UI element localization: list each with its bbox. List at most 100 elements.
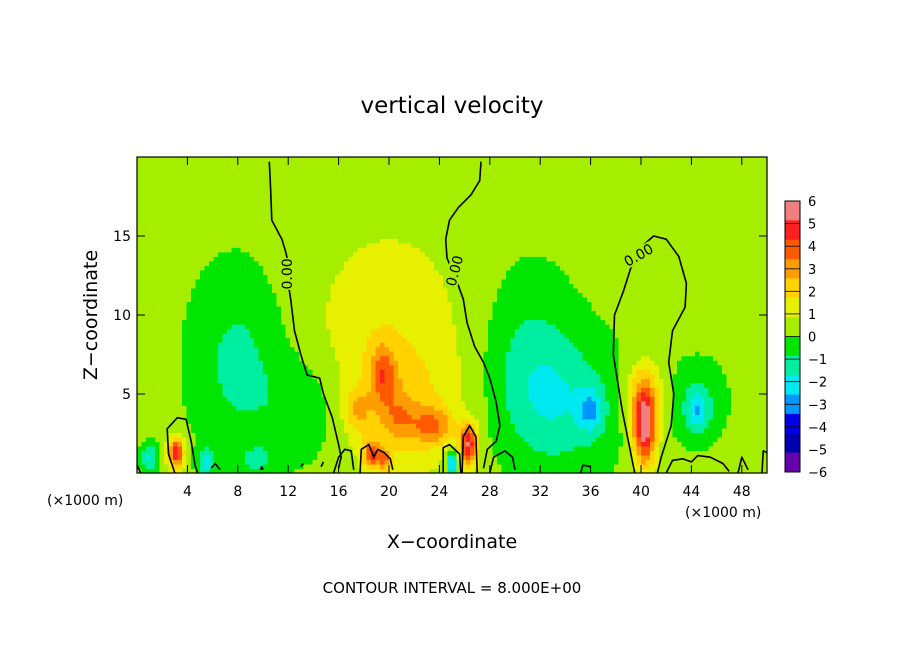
heatmap-cell [317,337,323,343]
heatmap-cell [168,400,174,406]
heatmap-cell [182,396,188,402]
heatmap-cell [366,382,372,388]
heatmap-cell [249,450,255,456]
heatmap-cell [137,351,143,357]
heatmap-cell [155,445,161,452]
heatmap-cell [294,296,300,303]
heatmap-cell [182,450,188,456]
heatmap-cell [173,459,179,465]
heatmap-cell [227,360,233,366]
heatmap-cell [164,405,170,411]
heatmap-cell [447,157,453,163]
heatmap-cell [375,387,381,393]
heatmap-cell [200,157,206,163]
heatmap-cell [164,283,170,289]
heatmap-cell [276,454,282,461]
heatmap-cell [348,454,354,461]
heatmap-cell [357,292,363,298]
heatmap-cell [398,305,404,312]
heatmap-cell [312,166,318,172]
heatmap-cell [254,301,260,307]
heatmap-cell [195,166,201,172]
heatmap-cell [393,202,399,208]
heatmap-cell [429,206,435,212]
heatmap-cell [204,427,210,433]
heatmap-cell [137,409,143,415]
heatmap-cell [348,251,354,257]
heatmap-cell [258,351,264,357]
heatmap-cell [348,418,354,424]
heatmap-cell [276,346,282,352]
heatmap-cell [425,369,431,375]
heatmap-cell [191,342,197,348]
heatmap-cell [195,400,201,406]
heatmap-cell [420,391,426,397]
heatmap-cell [420,197,426,203]
heatmap-cell [348,319,354,325]
heatmap-cell [411,206,417,212]
heatmap-cell [398,450,404,456]
heatmap-cell [398,269,404,275]
heatmap-cell [335,450,341,456]
heatmap-cell [245,328,251,334]
heatmap-cell [317,202,323,208]
heatmap-cell [335,396,341,402]
heatmap-cell [321,418,327,424]
heatmap-cell [398,432,404,438]
heatmap-cell [227,256,233,262]
heatmap-cell [254,351,260,357]
heatmap-cell [348,369,354,375]
heatmap-cell [384,369,390,375]
heatmap-cell [272,269,278,275]
heatmap-cell [272,355,278,361]
heatmap-cell [186,274,192,280]
heatmap-cell [254,328,260,334]
heatmap-cell [308,278,314,284]
heatmap-cell [312,382,318,388]
heatmap-cell [146,206,152,212]
heatmap-cell [434,454,440,461]
heatmap-cell [317,224,323,230]
heatmap-cell [380,315,386,321]
heatmap-cell [276,184,282,190]
heatmap-cell [272,278,278,284]
heatmap-cell [312,247,318,253]
heatmap-cell [182,233,188,239]
heatmap-cell [447,436,453,442]
heatmap-cell [353,166,359,172]
heatmap-cell [335,364,341,370]
heatmap-cell [384,166,390,172]
heatmap-cell [366,274,372,280]
heatmap-cell [380,202,386,208]
heatmap-cell [137,333,143,339]
heatmap-cell [272,260,278,266]
heatmap-cell [146,463,152,470]
heatmap-cell [452,166,458,172]
heatmap-cell [393,175,399,181]
heatmap-cell [213,193,219,199]
heatmap-cell [182,436,188,442]
heatmap-cell [159,382,165,388]
heatmap-cell [204,233,210,239]
heatmap-cell [308,175,314,181]
heatmap-cell [357,161,363,167]
heatmap-cell [137,220,143,226]
heatmap-cell [348,391,354,397]
heatmap-cell [209,296,215,303]
heatmap-cell [155,296,161,303]
heatmap-cell [339,337,345,343]
heatmap-cell [362,436,368,442]
heatmap-cell [393,400,399,406]
heatmap-cell [353,233,359,239]
heatmap-cell [294,287,300,294]
heatmap-cell [227,441,233,447]
heatmap-cell [155,211,161,217]
heatmap-cell [222,251,228,257]
heatmap-cell [303,337,309,343]
heatmap-cell [299,157,305,163]
heatmap-cell [182,157,188,163]
heatmap-cell [173,224,179,230]
heatmap-cell [312,188,318,194]
heatmap-cell [416,319,422,325]
heatmap-cell [434,400,440,406]
